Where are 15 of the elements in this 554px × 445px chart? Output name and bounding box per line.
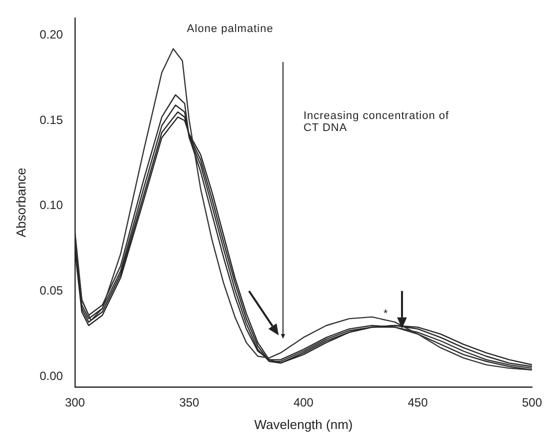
x-tick-label: 400 [293, 396, 314, 410]
y-tick-label: 0.10 [40, 198, 64, 212]
y-axis-title: Absorbance [13, 168, 28, 238]
y-tick-label: 0.15 [40, 112, 64, 127]
x-tick-label: 300 [64, 396, 86, 410]
annotation: Alone palmatine [186, 22, 274, 35]
y-tick-label: 0.20 [40, 27, 64, 42]
x-tick-label: 500 [522, 396, 542, 410]
x-axis-title: Wavelength (nm) [254, 416, 353, 432]
x-tick-label: 450 [408, 396, 428, 410]
x-tick-label: 350 [179, 396, 200, 410]
y-tick-label: 0.00 [40, 369, 64, 384]
y-tick-label: 0.05 [40, 284, 64, 298]
annotation: * [383, 308, 388, 320]
annotation: Increasing concentration of CT DNA [303, 110, 450, 134]
